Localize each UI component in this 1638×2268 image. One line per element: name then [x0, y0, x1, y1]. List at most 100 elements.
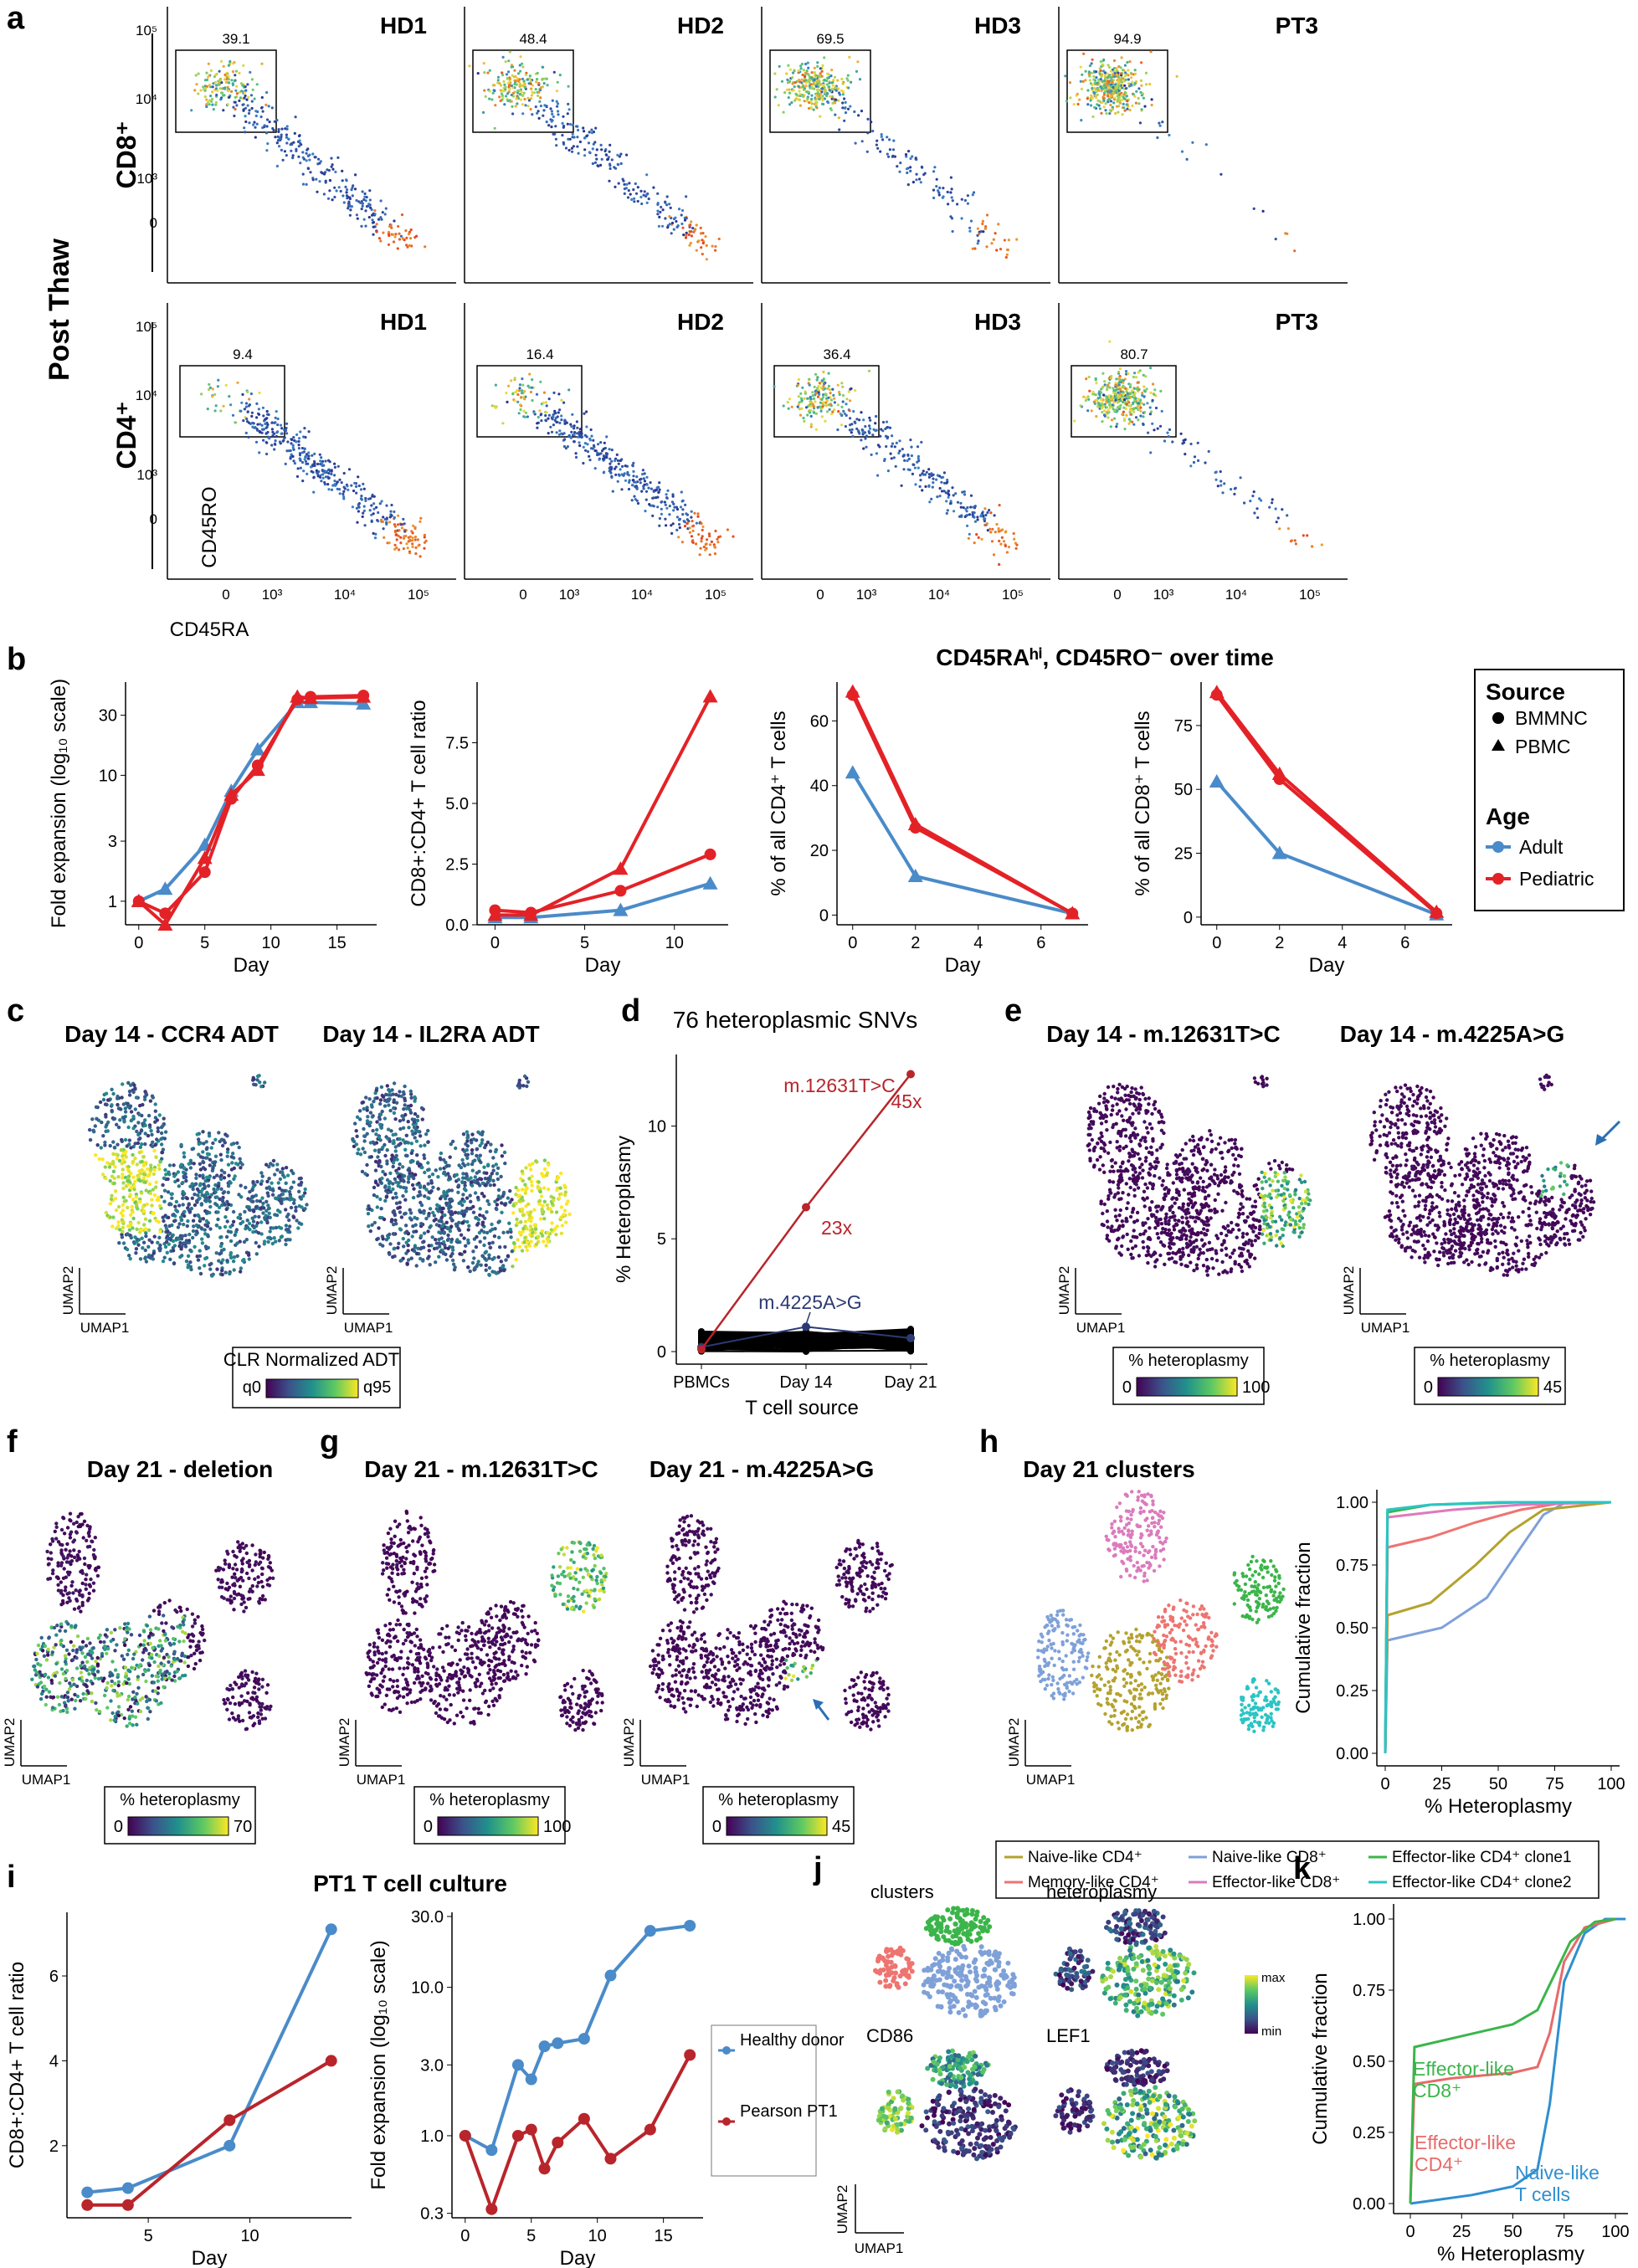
facs-event-dot [528, 77, 531, 80]
facs-event-dot [830, 69, 834, 72]
umap-cell-dot [264, 1186, 269, 1190]
umap-cell-dot [140, 1142, 144, 1147]
facs-event-dot [1139, 406, 1142, 409]
facs-event-dot [984, 513, 988, 517]
facs-event-dot [261, 110, 264, 113]
umap-cell-dot [131, 1175, 136, 1179]
facs-event-dot [944, 491, 947, 495]
facs-event-dot [361, 202, 364, 205]
facs-event-dot [265, 90, 269, 95]
facs-event-dot [328, 179, 332, 182]
facs-event-dot [819, 115, 822, 118]
facs-x-tick: 10³ [1153, 587, 1174, 603]
facs-event-dot [363, 192, 367, 196]
facs-event-dot [821, 396, 825, 399]
facs-event-dot [372, 502, 376, 505]
facs-event-dot [799, 64, 803, 68]
facs-event-dot [954, 492, 958, 495]
facs-event-dot [280, 432, 283, 435]
facs-event-dot [1261, 209, 1265, 213]
facs-event-dot [994, 531, 997, 534]
facs-event-dot [398, 232, 401, 235]
facs-event-dot [716, 537, 719, 541]
facs-event-dot [870, 121, 873, 124]
umap-cell-dot [114, 1208, 119, 1213]
facs-event-dot [815, 96, 819, 100]
umap-cell-dot [409, 1142, 413, 1146]
facs-event-dot [1139, 90, 1142, 94]
umap-cell-dot [200, 1241, 205, 1245]
facs-event-dot [844, 100, 847, 104]
umap-cell-dot [136, 1141, 141, 1146]
facs-event-dot [362, 505, 366, 508]
facs-event-dot [825, 79, 829, 83]
umap-cell-dot [149, 1129, 153, 1133]
facs-event-dot [218, 87, 222, 90]
facs-event-dot [814, 400, 817, 403]
facs-event-dot [260, 95, 264, 100]
facs-event-dot [656, 505, 660, 509]
facs-event-dot [805, 69, 809, 73]
facs-event-dot [1302, 534, 1305, 537]
umap-cell-dot [239, 1166, 243, 1170]
facs-event-dot [583, 130, 586, 133]
facs-event-dot [514, 74, 517, 78]
facs-event-dot [845, 413, 848, 417]
legend-age-pediatric: Pediatric [1519, 868, 1594, 890]
facs-event-dot [265, 149, 269, 152]
umap-cell-dot [195, 1132, 199, 1137]
umap-cell-dot [268, 1215, 272, 1220]
facs-event-dot [407, 540, 410, 543]
facs-event-dot [372, 221, 375, 224]
umap-cell-dot [167, 1242, 171, 1246]
facs-x-tick: 0 [519, 587, 526, 603]
umap-cell-dot [415, 1153, 419, 1157]
facs-event-dot [347, 488, 350, 492]
facs-event-dot [393, 523, 397, 526]
facs-event-dot [1106, 387, 1109, 392]
facs-event-dot [1137, 87, 1141, 90]
facs-event-dot [388, 230, 391, 234]
umap-cell-dot [193, 1203, 198, 1208]
facs-event-dot [861, 430, 865, 434]
facs-event-dot [855, 69, 859, 73]
umap-cell-dot [104, 1115, 108, 1119]
facs-event-dot [670, 524, 673, 527]
umap-cell-dot [179, 1142, 183, 1147]
umap-cell-dot [196, 1213, 200, 1218]
facs-event-dot [567, 137, 570, 141]
facs-event-dot [247, 95, 250, 99]
facs-event-dot [265, 441, 269, 444]
facs-event-dot [830, 87, 834, 90]
facs-event-dot [321, 469, 324, 472]
facs-x-tick: 10³ [262, 587, 283, 603]
facs-event-dot [825, 399, 829, 403]
facs-event-dot [1133, 69, 1137, 72]
umap-cell-dot [201, 1176, 205, 1180]
umap-cell-dot [258, 1199, 262, 1203]
umap-cell-dot [123, 1110, 128, 1114]
umap-cell-dot [228, 1253, 233, 1257]
facs-event-dot [623, 472, 626, 475]
umap-cell-dot [259, 1220, 264, 1224]
umap-cell-dot [105, 1122, 109, 1127]
facs-event-dot [1175, 74, 1178, 78]
umap-cell-dot [378, 1180, 383, 1184]
facs-event-dot [1139, 79, 1142, 82]
facs-event-dot [262, 428, 265, 431]
umap-cell-dot [204, 1147, 209, 1152]
umap-cell-dot [281, 1172, 285, 1178]
facs-event-dot [814, 102, 819, 105]
facs-event-dot [700, 521, 703, 526]
facs-event-dot [1115, 105, 1119, 108]
facs-event-dot [336, 480, 339, 484]
umap-cell-dot [146, 1113, 151, 1118]
umap-cell-dot [133, 1107, 137, 1111]
umap-cell-dot [203, 1256, 208, 1261]
facs-event-dot [506, 92, 510, 95]
umap-cell-dot [364, 1096, 368, 1100]
umap-cell-dot [237, 1145, 241, 1150]
facs-event-dot [828, 81, 831, 85]
facs-event-dot [257, 413, 261, 416]
facs-event-dot [566, 112, 569, 115]
